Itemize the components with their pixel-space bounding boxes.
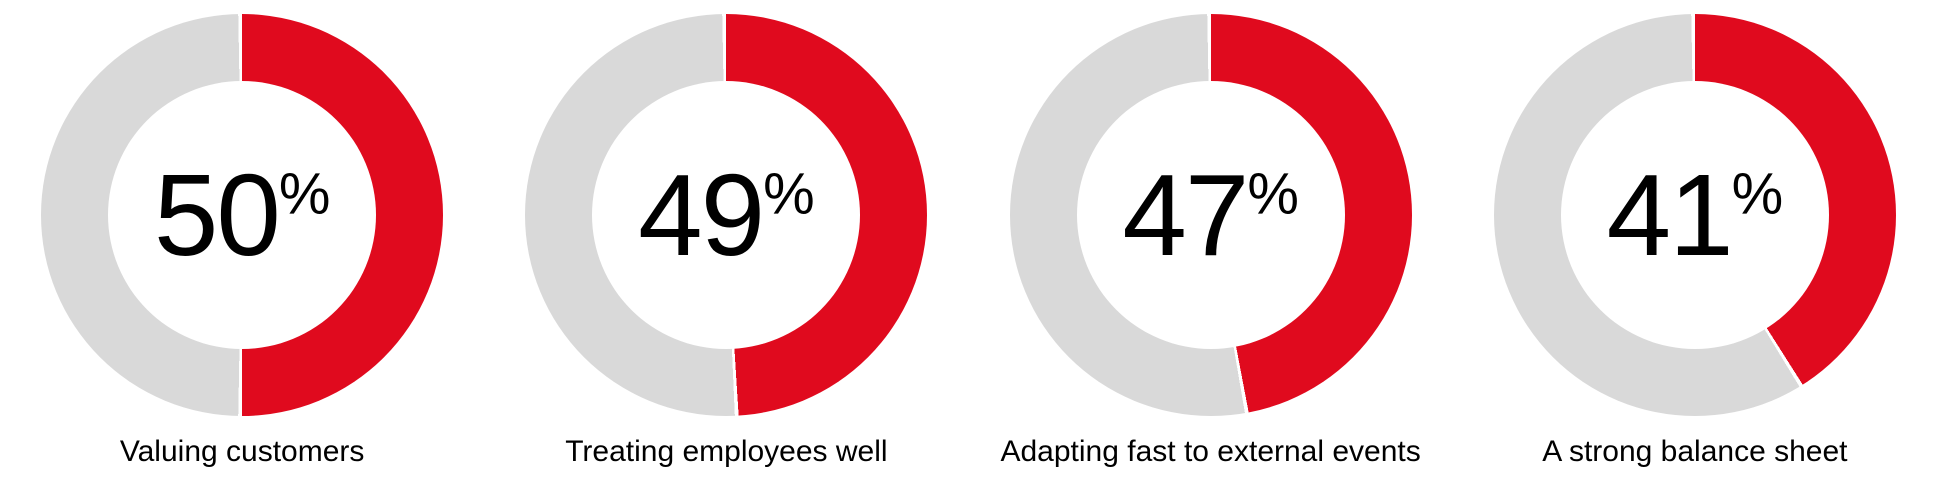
percent-sign: %	[278, 161, 331, 227]
donut-chart: 47%	[1009, 14, 1412, 416]
donut-chart: 41%	[1493, 14, 1896, 416]
percent-sign: %	[1247, 161, 1299, 227]
donut-category-label: A strong balance sheet	[1542, 435, 1848, 468]
percent-sign: %	[1731, 161, 1784, 227]
donut-value-number: 49	[638, 150, 765, 280]
donut-figure-strong-balance-sheet: 41% A strong balance sheet	[1453, 14, 1937, 470]
donut-figure-treating-employees-well: 49% Treating employees well	[484, 14, 968, 470]
donut-center-value: 41%	[1494, 14, 1896, 416]
donut-hole	[1560, 81, 1829, 349]
donut-category-label: Adapting fast to external events	[1000, 435, 1421, 468]
donut-center-value: 47%	[1010, 14, 1412, 416]
donut-value-number: 47	[1122, 150, 1249, 280]
donut-figure-adapting-fast: 47% Adapting fast to external events	[969, 14, 1453, 470]
donut-value: 41%	[1607, 157, 1784, 273]
donut-category-label: Valuing customers	[119, 435, 365, 468]
donut-center-value: 49%	[525, 14, 927, 416]
donut-value: 49%	[638, 157, 815, 273]
donut-value: 50%	[154, 157, 331, 273]
donut-category-label: Treating employees well	[565, 435, 888, 468]
donut-chart: 49%	[525, 14, 928, 416]
donut-value-number: 41	[1606, 150, 1734, 280]
donut-hole	[592, 81, 861, 349]
percent-sign: %	[763, 161, 815, 227]
donut-figure-valuing-customers: 50% Valuing customers	[0, 14, 484, 470]
donut-value-number: 50	[153, 150, 281, 280]
donut-value: 47%	[1122, 157, 1299, 273]
donut-chart: 50%	[41, 14, 444, 416]
donut-hole	[1076, 81, 1345, 349]
donut-center-value: 50%	[41, 14, 443, 416]
donut-hole	[108, 81, 377, 349]
